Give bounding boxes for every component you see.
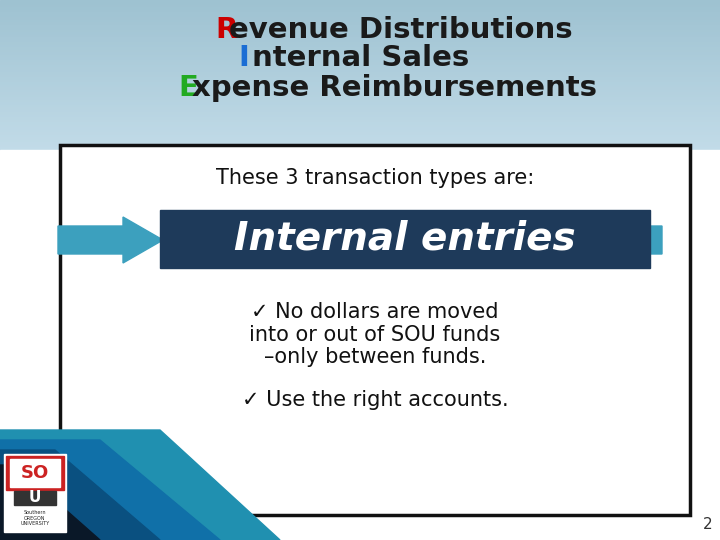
Text: These 3 transaction types are:: These 3 transaction types are:: [216, 168, 534, 188]
Bar: [0, 19, 720, 23]
Bar: [0, 52, 720, 55]
Text: xpense Reimbursements: xpense Reimbursements: [192, 74, 597, 102]
Bar: [0, 15, 720, 17]
Bar: [0, 55, 720, 57]
Bar: [0, 139, 720, 143]
Bar: [0, 122, 720, 125]
Bar: [0, 107, 720, 110]
Text: nternal Sales: nternal Sales: [252, 44, 469, 72]
Text: 2: 2: [703, 517, 712, 532]
Text: R: R: [215, 16, 238, 44]
Bar: [14, 491, 56, 505]
Bar: [0, 127, 720, 130]
Bar: [0, 30, 720, 32]
Bar: [0, 44, 720, 48]
Bar: [0, 132, 720, 135]
Bar: [0, 90, 720, 92]
Bar: [0, 39, 720, 43]
Bar: [0, 67, 720, 70]
Bar: [0, 82, 720, 85]
Bar: [160, 210, 650, 268]
Bar: [0, 147, 720, 150]
Bar: [0, 42, 720, 45]
FancyArrow shape: [58, 217, 163, 263]
Text: ✓ Use the right accounts.: ✓ Use the right accounts.: [242, 390, 508, 410]
Bar: [0, 99, 720, 103]
Polygon shape: [0, 430, 280, 540]
Bar: [0, 102, 720, 105]
Text: Southern
OREGON
UNIVERSITY: Southern OREGON UNIVERSITY: [20, 510, 50, 526]
Text: Internal entries: Internal entries: [234, 220, 576, 258]
Bar: [0, 119, 720, 123]
Bar: [0, 17, 720, 20]
Bar: [0, 97, 720, 100]
Bar: [0, 50, 720, 52]
Bar: [0, 142, 720, 145]
Bar: [0, 37, 720, 40]
Polygon shape: [0, 440, 220, 540]
Bar: [0, 87, 720, 90]
Bar: [0, 32, 720, 35]
Polygon shape: [0, 450, 160, 540]
Bar: [60, 145, 690, 515]
Bar: [0, 112, 720, 115]
Bar: [0, 7, 720, 10]
Bar: [0, 22, 720, 25]
Bar: [0, 35, 720, 37]
Bar: [0, 92, 720, 95]
Bar: [10, 459, 60, 487]
Bar: [0, 12, 720, 15]
Bar: [0, 10, 720, 12]
Bar: [0, 4, 720, 8]
Text: E: E: [178, 74, 198, 102]
Text: ✓ No dollars are moved: ✓ No dollars are moved: [251, 302, 499, 322]
Polygon shape: [0, 465, 100, 540]
Bar: [0, 150, 720, 540]
Bar: [0, 24, 720, 28]
Text: I: I: [238, 44, 249, 72]
Text: –only between funds.: –only between funds.: [264, 347, 486, 367]
Text: evenue Distributions: evenue Distributions: [229, 16, 572, 44]
Text: into or out of SOU funds: into or out of SOU funds: [249, 325, 500, 345]
Bar: [6, 456, 64, 490]
Bar: [0, 57, 720, 60]
Bar: [0, 64, 720, 68]
Bar: [0, 134, 720, 138]
Bar: [0, 84, 720, 87]
Bar: [4, 454, 66, 532]
Bar: [0, 70, 720, 72]
Bar: [0, 145, 720, 147]
Bar: [0, 110, 720, 112]
Text: U: U: [29, 490, 41, 505]
Bar: [0, 79, 720, 83]
Text: SO: SO: [21, 464, 49, 482]
Bar: [0, 59, 720, 63]
Bar: [0, 47, 720, 50]
Bar: [0, 137, 720, 140]
Bar: [0, 75, 720, 78]
Bar: [0, 114, 720, 118]
Bar: [0, 105, 720, 107]
Bar: [0, 125, 720, 127]
Bar: [0, 94, 720, 98]
Bar: [0, 77, 720, 80]
Bar: [0, 62, 720, 65]
Bar: [0, 130, 720, 132]
FancyArrow shape: [557, 217, 662, 263]
Bar: [0, 2, 720, 5]
Bar: [0, 72, 720, 75]
Bar: [0, 117, 720, 120]
Bar: [0, 27, 720, 30]
Bar: [0, 0, 720, 3]
